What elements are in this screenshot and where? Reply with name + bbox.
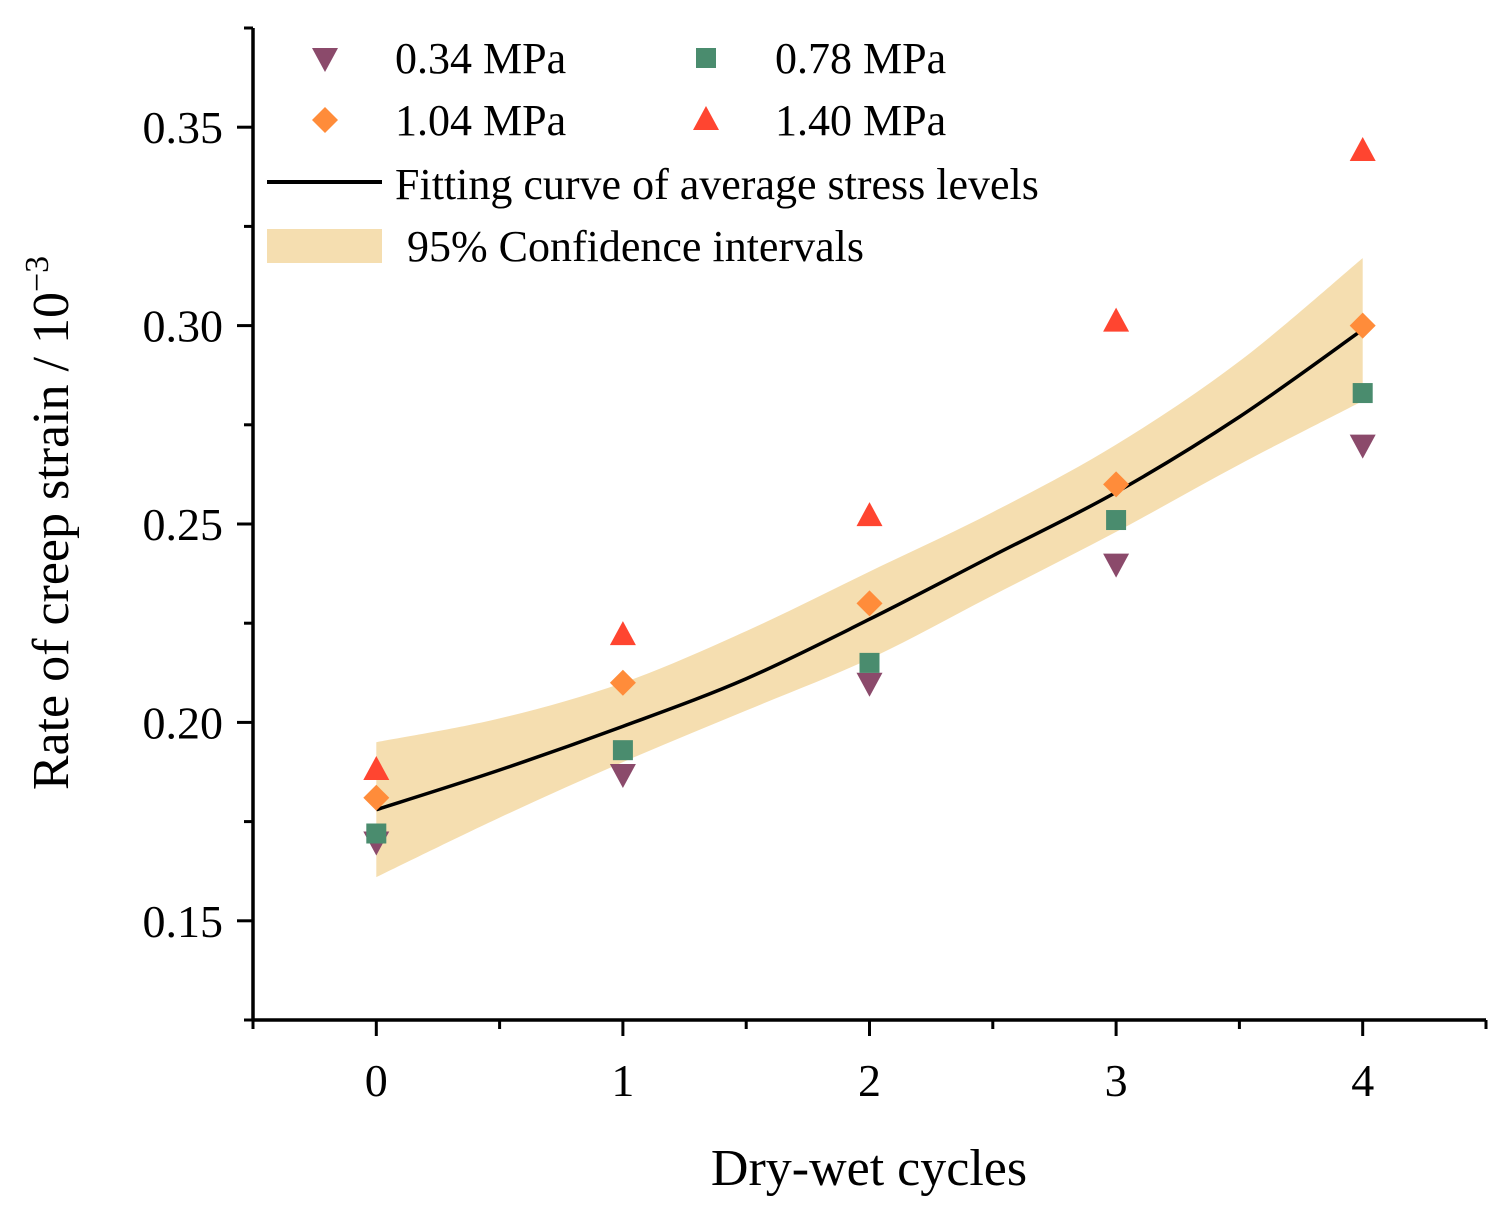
legend-marker-3 bbox=[693, 106, 719, 130]
point-series-1-3 bbox=[1106, 510, 1127, 531]
legend-label-0: 0.34 MPa bbox=[395, 34, 566, 83]
legend-label-fit: Fitting curve of average stress levels bbox=[395, 160, 1039, 209]
y-tick-label-2: 0.25 bbox=[143, 499, 224, 550]
point-series-3-0 bbox=[363, 756, 390, 781]
data-points-layer bbox=[363, 137, 1376, 856]
point-series-3-1 bbox=[609, 621, 636, 646]
y-tick-label-3: 0.30 bbox=[143, 301, 224, 352]
fit-curve-layer bbox=[375, 328, 1364, 812]
x-tick-label-0: 0 bbox=[365, 1055, 388, 1106]
x-tick-label-2: 2 bbox=[858, 1055, 881, 1106]
fit-curve bbox=[375, 328, 1364, 812]
point-series-1-0 bbox=[366, 823, 387, 844]
point-series-0-3 bbox=[1103, 553, 1130, 578]
y-axis-title: Rate of creep strain / 10−3 bbox=[19, 256, 80, 790]
y-axis-title-main: Rate of creep strain / 10 bbox=[23, 292, 80, 790]
point-series-1-2 bbox=[859, 652, 880, 673]
legend-label-3: 1.40 MPa bbox=[775, 96, 946, 145]
point-series-3-2 bbox=[856, 502, 883, 527]
legend-band-swatch bbox=[267, 229, 382, 263]
y-tick-label-1: 0.20 bbox=[143, 697, 224, 748]
legend-label-1: 0.78 MPa bbox=[775, 34, 946, 83]
axes-layer: 0 1 2 3 4 0.15 0.20 0.25 0.30 0.35 bbox=[143, 26, 1488, 1106]
legend-marker-1 bbox=[696, 48, 716, 68]
point-series-1-4 bbox=[1352, 383, 1373, 404]
y-tick-label-0: 0.15 bbox=[143, 896, 224, 947]
legend: 0.34 MPa 0.78 MPa 1.04 MPa 1.40 MPa Fitting … bbox=[267, 34, 1039, 271]
x-tick-label-4: 4 bbox=[1351, 1055, 1374, 1106]
point-series-0-2 bbox=[856, 672, 883, 697]
point-series-0-1 bbox=[609, 763, 636, 788]
legend-label-2: 1.04 MPa bbox=[395, 96, 566, 145]
point-series-3-4 bbox=[1349, 137, 1376, 162]
x-tick-label-3: 3 bbox=[1105, 1055, 1128, 1106]
point-series-3-3 bbox=[1103, 307, 1130, 332]
confidence-band bbox=[376, 258, 1363, 878]
legend-marker-2 bbox=[312, 107, 338, 133]
legend-marker-0 bbox=[312, 48, 338, 72]
point-series-2-0 bbox=[363, 784, 390, 811]
point-series-2-3 bbox=[1103, 471, 1130, 498]
point-series-2-2 bbox=[856, 590, 883, 617]
point-series-0-4 bbox=[1349, 434, 1376, 459]
legend-label-band: 95% Confidence intervals bbox=[407, 222, 864, 271]
y-axis-title-exponent: −3 bbox=[19, 256, 56, 292]
x-tick-label-1: 1 bbox=[611, 1055, 634, 1106]
confidence-band-layer bbox=[376, 258, 1363, 878]
point-series-2-1 bbox=[609, 669, 636, 696]
point-series-2-4 bbox=[1349, 312, 1376, 339]
x-axis-title: Dry-wet cycles bbox=[711, 1140, 1027, 1197]
y-tick-label-4: 0.35 bbox=[143, 102, 224, 153]
point-series-1-1 bbox=[612, 740, 633, 761]
